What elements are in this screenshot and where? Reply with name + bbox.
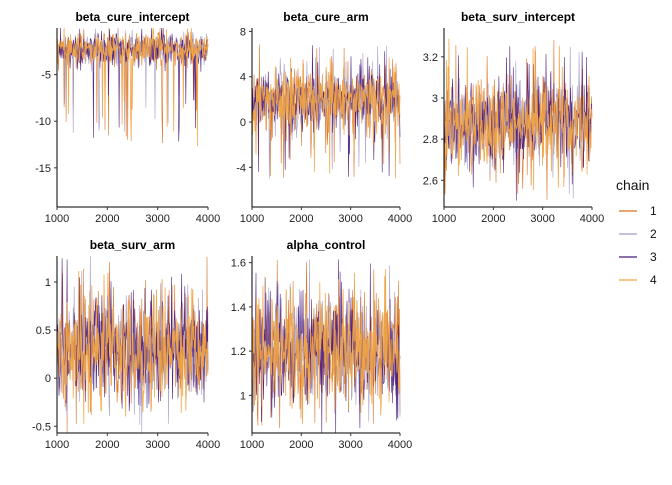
x-tick-label-beta_cure_arm: 4000	[388, 213, 412, 225]
panel-title-alpha_control: alpha_control	[287, 238, 366, 252]
x-tick-label-beta_surv_arm: 2000	[95, 439, 119, 451]
trace-chain-4-beta_cure_arm	[251, 57, 401, 179]
y-tick-label-beta_cure_intercept: -5	[41, 70, 51, 82]
y-tick-label-alpha_control: 1	[240, 390, 246, 402]
y-tick-label-beta_surv_intercept: 2.8	[423, 134, 438, 146]
trace-chain-4-alpha_control	[251, 268, 401, 425]
x-tick-label-beta_cure_intercept: 3000	[145, 213, 169, 225]
x-tick-label-beta_cure_intercept: 4000	[196, 213, 220, 225]
y-tick-label-alpha_control: 1.4	[231, 302, 246, 314]
x-tick-label-beta_cure_arm: 3000	[338, 213, 362, 225]
y-tick-label-beta_surv_intercept: 2.6	[423, 175, 438, 187]
y-tick-label-beta_cure_arm: 0	[240, 117, 246, 129]
trace-chain-3-beta_cure_intercept	[56, 27, 209, 142]
x-tick-label-beta_cure_arm: 2000	[289, 213, 313, 225]
x-tick-label-alpha_control: 4000	[388, 439, 412, 451]
trace-chain-4-beta_cure_intercept	[56, 27, 209, 147]
panel-title-beta_cure_arm: beta_cure_arm	[283, 10, 368, 24]
legend-label-chain-3: 3	[650, 250, 657, 264]
y-tick-label-beta_cure_arm: -4	[236, 162, 246, 174]
trace-chain-4-beta_surv_arm	[56, 270, 209, 424]
y-tick-label-beta_cure_intercept: -10	[35, 116, 51, 128]
x-tick-label-beta_surv_intercept: 4000	[580, 213, 604, 225]
x-tick-label-alpha_control: 1000	[240, 439, 264, 451]
panel-title-beta_surv_intercept: beta_surv_intercept	[461, 10, 575, 24]
x-tick-label-beta_cure_arm: 1000	[240, 213, 264, 225]
x-tick-label-alpha_control: 3000	[338, 439, 362, 451]
legend-label-chain-2: 2	[650, 227, 657, 241]
y-tick-label-beta_cure_arm: 4	[240, 72, 246, 84]
x-tick-label-alpha_control: 2000	[289, 439, 313, 451]
y-tick-label-beta_surv_intercept: 3.2	[423, 52, 438, 64]
y-tick-label-alpha_control: 1.6	[231, 258, 246, 270]
y-tick-label-beta_surv_arm: -0.5	[32, 421, 51, 433]
x-tick-label-beta_cure_intercept: 1000	[45, 213, 69, 225]
y-tick-label-beta_surv_arm: 0	[45, 373, 51, 385]
legend-label-chain-4: 4	[650, 273, 657, 287]
y-tick-label-beta_cure_arm: 8	[240, 26, 246, 38]
x-tick-label-beta_surv_intercept: 2000	[481, 213, 505, 225]
panel-title-beta_surv_arm: beta_surv_arm	[90, 238, 175, 252]
x-tick-label-beta_surv_intercept: 3000	[530, 213, 554, 225]
x-tick-label-beta_surv_arm: 1000	[45, 439, 69, 451]
y-tick-label-beta_surv_arm: 1	[45, 277, 51, 289]
legend-label-chain-1: 1	[650, 204, 657, 218]
panel-title-beta_cure_intercept: beta_cure_intercept	[75, 10, 189, 24]
x-tick-label-beta_cure_intercept: 2000	[95, 213, 119, 225]
y-tick-label-alpha_control: 1.2	[231, 346, 246, 358]
y-tick-label-beta_cure_intercept: -15	[35, 163, 51, 175]
x-tick-label-beta_surv_arm: 4000	[196, 439, 220, 451]
y-tick-label-beta_surv_arm: 0.5	[36, 325, 51, 337]
x-tick-label-beta_surv_arm: 3000	[145, 439, 169, 451]
trace-chain-4-beta_surv_intercept	[443, 38, 593, 190]
y-tick-label-beta_surv_intercept: 3	[432, 93, 438, 105]
legend-title: chain	[616, 177, 649, 193]
x-tick-label-beta_surv_intercept: 1000	[432, 213, 456, 225]
